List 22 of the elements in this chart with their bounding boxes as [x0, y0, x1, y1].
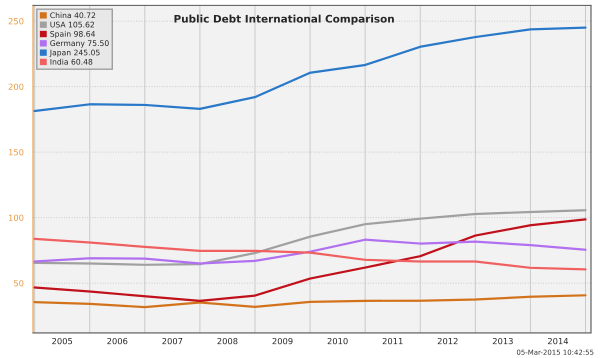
text: Public Debt International Comparison [174, 14, 394, 25]
x-tick-label: 2007 [162, 338, 182, 344]
y-tick-label: 250 [8, 18, 24, 24]
x-tick-label: 2011 [382, 338, 403, 344]
line-series [34, 209, 587, 266]
line-series [34, 294, 587, 308]
x-tick-label: 2005 [52, 338, 72, 344]
y-tick-label: 50 [14, 280, 24, 286]
line-series [34, 218, 587, 302]
y-tick-label: 200 [8, 84, 24, 90]
line-series [34, 238, 587, 265]
y-tick-label: 150 [8, 149, 24, 156]
x-tick-label: 2013 [492, 338, 513, 344]
line-series [34, 238, 587, 271]
x-tick-label: 2012 [438, 338, 458, 344]
x-tick-label: 2008 [217, 338, 238, 344]
x-tick-label: 2006 [107, 338, 128, 344]
y-tick-label: 100 [8, 214, 24, 221]
x-tick-label: 2009 [272, 338, 293, 344]
x-tick-label: 2010 [328, 338, 348, 344]
line-series [34, 26, 587, 112]
x-tick-label: 2014 [548, 338, 568, 344]
